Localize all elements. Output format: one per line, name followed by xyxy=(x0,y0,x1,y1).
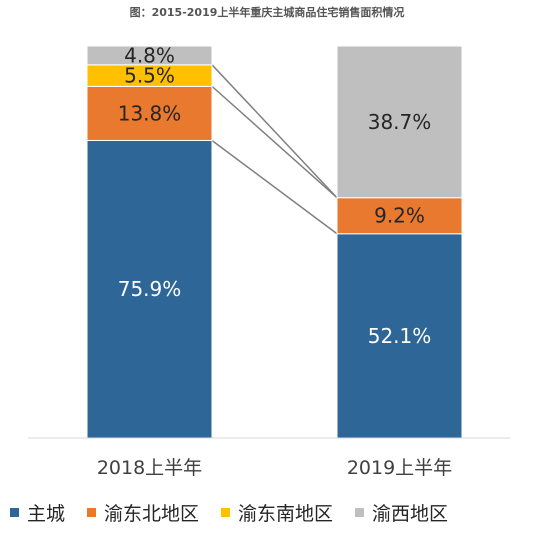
series-line-yudongnan xyxy=(211,64,338,199)
legend-swatch-yudongnan xyxy=(221,508,231,517)
legend-label-yudongbei: 渝东北地区 xyxy=(104,503,200,525)
bar-yuxi-1 xyxy=(336,45,463,199)
legend-item-yudongbei: 渝东北地区 xyxy=(87,499,199,526)
series-line-zhucheng xyxy=(211,139,338,235)
data-labels-group: 75.9% 13.8% 5.5%4.8% 52.1% 9.2% 38.7% xyxy=(118,43,432,347)
data-label-zhucheng-0: 75.9% xyxy=(118,277,182,301)
series-line-yudongbei xyxy=(211,85,338,199)
legend-swatch-zhucheng xyxy=(10,508,19,517)
legend: 主城 渝东北地区 渝东南地区 渝西地区 xyxy=(10,499,530,526)
bar-zhucheng-1 xyxy=(336,233,463,439)
legend-label-yudongnan: 渝东南地区 xyxy=(238,503,334,525)
data-label-yudongnan-0: 5.5% xyxy=(124,64,175,88)
category-label-1: 2019上半年 xyxy=(347,457,452,479)
legend-swatch-yuxi xyxy=(355,508,365,517)
category-label-0: 2018上半年 xyxy=(97,457,202,479)
legend-item-yuxi: 渝西地区 xyxy=(355,499,448,526)
category-labels-group: 2018上半年 2019上半年 xyxy=(97,457,452,479)
legend-item-zhucheng: 主城 xyxy=(10,499,65,526)
data-label-yudongbei-1: 9.2% xyxy=(374,204,425,228)
bar-zhucheng-0 xyxy=(86,139,213,439)
bars-group xyxy=(86,45,463,439)
legend-label-yuxi: 渝西地区 xyxy=(372,503,449,525)
legend-label-zhucheng: 主城 xyxy=(27,503,66,525)
data-label-yuxi-1: 38.7% xyxy=(368,110,432,134)
data-label-yudongbei-0: 13.8% xyxy=(118,101,182,125)
data-label-yuxi-0: 4.8% xyxy=(124,43,175,67)
legend-swatch-yudongbei xyxy=(87,508,97,517)
data-label-zhucheng-1: 52.1% xyxy=(368,324,432,348)
bar-yuxi-0 xyxy=(86,45,213,66)
legend-item-yudongnan: 渝东南地区 xyxy=(221,499,333,526)
chart-title: 图：2015-2019上半年重庆主城商品住宅销售面积情况 xyxy=(129,6,405,19)
bar-yudongbei-0 xyxy=(86,85,213,141)
series-connector-lines xyxy=(211,64,338,235)
